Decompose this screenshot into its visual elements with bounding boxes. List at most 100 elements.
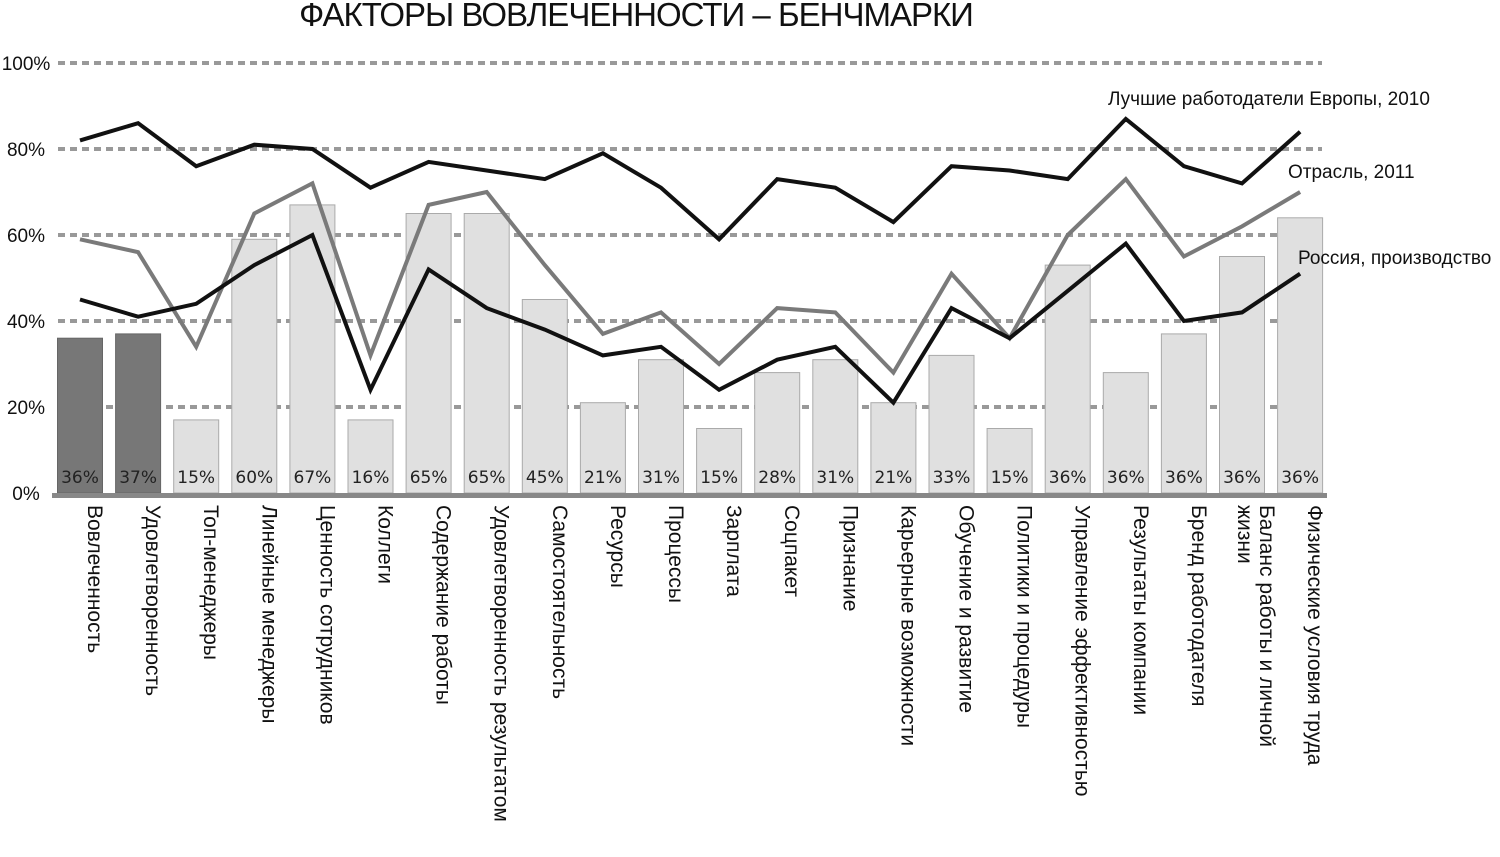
y-tick-label: 40% xyxy=(7,312,45,333)
bar xyxy=(405,213,452,494)
bar-data-label: 28% xyxy=(758,468,796,488)
bar xyxy=(928,354,975,494)
bar-data-label: 31% xyxy=(642,468,680,488)
category-label-text: Линейные менеджеры xyxy=(257,505,280,723)
category-label: Соцпакет xyxy=(780,505,803,597)
category-label-text: Обучение и развитие xyxy=(955,505,978,713)
bar-data-label: 67% xyxy=(294,468,332,488)
category-label-text: Ценность сотрудников xyxy=(315,505,338,725)
category-label: Результаты компании xyxy=(1129,505,1152,715)
bar-data-label: 36% xyxy=(1223,468,1261,488)
bar-data-label: 21% xyxy=(875,468,913,488)
bar xyxy=(986,428,1033,494)
category-label-text: Содержание работы xyxy=(432,505,455,705)
bar xyxy=(638,359,684,494)
bar xyxy=(347,419,394,494)
category-label-text: Признание xyxy=(838,505,861,611)
bar xyxy=(57,337,103,494)
bar-data-label: 21% xyxy=(584,468,622,488)
y-tick-label: 60% xyxy=(7,226,45,247)
category-label-text: Управление эффективностью xyxy=(1071,505,1094,797)
category-label: Удовлетворенность xyxy=(141,505,164,696)
category-label: Линейные менеджеры xyxy=(257,505,280,723)
category-label: Содержание работы xyxy=(432,505,455,705)
bar-data-label: 15% xyxy=(991,468,1029,488)
category-label: Бренд работодателя xyxy=(1187,505,1210,707)
y-tick-label: 80% xyxy=(7,140,45,161)
bar xyxy=(812,359,859,494)
chart-title: ФАКТОРЫ ВОВЛЕЧЕННОСТИ – БЕНЧМАРКИ xyxy=(299,0,973,33)
series-line xyxy=(79,116,1302,243)
category-label: Удовлетворенность результатом xyxy=(490,505,513,822)
category-label-text: Карьерные возможности xyxy=(896,505,919,746)
category-label-text: Политики и процедуры xyxy=(1013,505,1036,728)
bar-data-label: 36% xyxy=(1281,468,1319,488)
bar-data-label: 45% xyxy=(526,468,564,488)
bar-data-label: 36% xyxy=(61,468,99,488)
bar-data-label: 65% xyxy=(468,468,506,488)
x-axis-line xyxy=(52,493,1327,498)
bar xyxy=(1102,372,1149,494)
category-label-text: Баланс работы и личной xyxy=(1255,505,1278,747)
bar-data-label: 65% xyxy=(410,468,448,488)
y-tick-label: 20% xyxy=(7,398,45,419)
bar xyxy=(463,213,510,494)
bar-data-label: 60% xyxy=(235,468,273,488)
category-label: Зарплата xyxy=(722,505,745,597)
category-label: Политики и процедуры xyxy=(1013,505,1036,728)
category-label: Ресурсы xyxy=(606,505,629,588)
series-label: Лучшие работодатели Европы, 2010 xyxy=(1108,89,1430,110)
category-label: Управление эффективностью xyxy=(1071,505,1094,797)
bar-data-label: 36% xyxy=(1107,468,1145,488)
category-label: Ценность сотрудников xyxy=(315,505,338,725)
category-label-text: Топ-менеджеры xyxy=(199,505,222,660)
bar-data-label: 15% xyxy=(177,468,215,488)
category-label: Самостоятельность xyxy=(548,505,571,699)
bar xyxy=(289,204,336,494)
y-tick-label: 100% xyxy=(2,54,51,75)
category-label: Карьерные возможности xyxy=(896,505,919,746)
bar xyxy=(579,402,626,494)
bar xyxy=(173,419,220,494)
category-label-text: Соцпакет xyxy=(780,505,803,597)
bar xyxy=(1160,333,1207,494)
category-label-text: Зарплата xyxy=(722,505,745,597)
category-label-text: Коллеги xyxy=(374,505,397,584)
category-label: Вовлеченность xyxy=(83,505,106,653)
bar xyxy=(1044,264,1091,494)
bar-data-labels: 36% 37% 15% 60% 67% 16% 65% 65% 45% 21% 31% 15% 28% 3… xyxy=(61,468,1319,488)
bar-data-label: 36% xyxy=(1165,468,1203,488)
category-label: Коллеги xyxy=(374,505,397,584)
bar xyxy=(1277,217,1324,494)
category-label: Топ-менеджеры xyxy=(199,505,222,660)
bar xyxy=(1219,256,1265,494)
bar-data-label: 15% xyxy=(700,468,738,488)
series-label: Отрасль, 2011 xyxy=(1288,162,1415,183)
bar-data-label: 33% xyxy=(933,468,971,488)
series-line xyxy=(79,176,1302,376)
category-label: Физические условия труда xyxy=(1303,505,1326,766)
series-lines xyxy=(79,116,1302,406)
bar-data-label: 31% xyxy=(816,468,854,488)
x-axis xyxy=(52,493,1327,498)
category-label-text: Ресурсы xyxy=(606,505,629,588)
bars xyxy=(57,204,1324,494)
category-label-text: Результаты компании xyxy=(1129,505,1152,715)
category-label: Обучение и развитие xyxy=(955,505,978,713)
bar-data-label: 16% xyxy=(352,468,390,488)
bar xyxy=(870,402,917,494)
category-label-text: Удовлетворенность xyxy=(141,505,164,696)
bar xyxy=(231,238,278,494)
y-axis-ticks: 0% 20% 40% 60% 80% 100% xyxy=(2,54,51,505)
bar xyxy=(696,428,743,494)
category-label-text: Процессы xyxy=(664,505,687,603)
series-labels: Лучшие работодатели Европы, 2010 Отрасль,… xyxy=(1108,89,1491,269)
series-line xyxy=(79,232,1302,406)
bar-data-label: 36% xyxy=(1049,468,1087,488)
category-label: Признание xyxy=(838,505,861,611)
category-label-text: Бренд работодателя xyxy=(1187,505,1210,707)
bar-data-label: 37% xyxy=(119,468,157,488)
category-label-text: Физические условия труда xyxy=(1303,505,1326,766)
